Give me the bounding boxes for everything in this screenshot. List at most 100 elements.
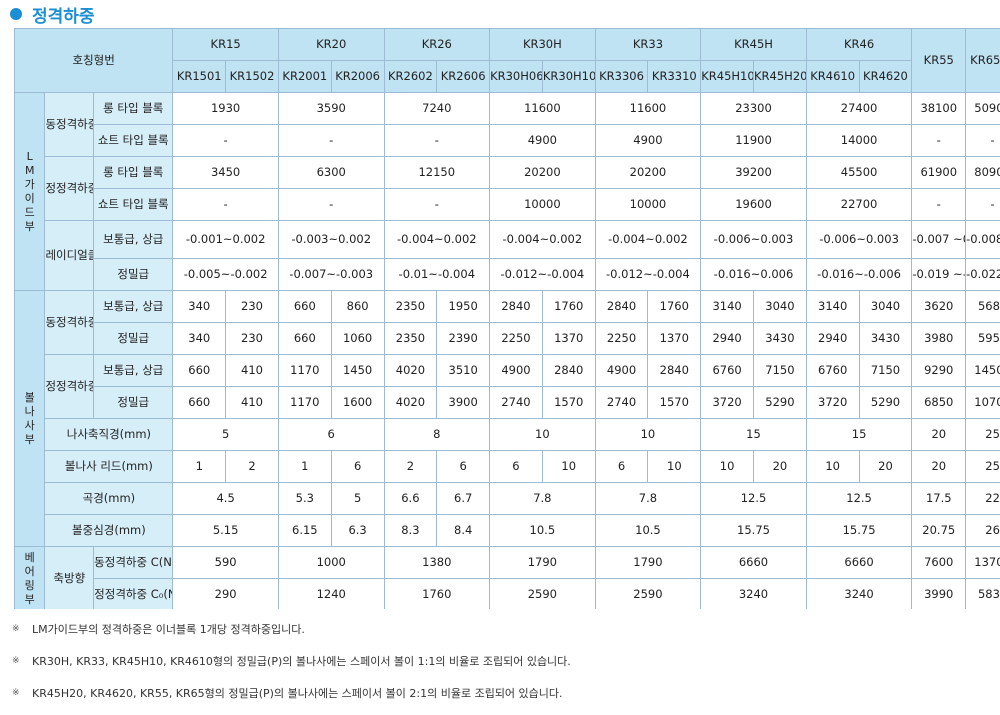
table-row: 정정격하중 C₀(N) 롱 타입 블록 3450 6300 12150 2020… xyxy=(15,156,1000,221)
row-sublabel: 보통급, 상급 xyxy=(93,220,174,259)
model-header: KR6550 xyxy=(965,28,1000,93)
cell: 2740 xyxy=(489,386,543,419)
cell: 20200 xyxy=(489,156,596,189)
cell: 5 xyxy=(172,418,279,451)
cell: 45500 xyxy=(805,156,913,189)
cell: 20200 xyxy=(594,156,702,189)
cell: 1 xyxy=(277,450,332,483)
cell: 11600 xyxy=(594,92,702,125)
cell: 3450 xyxy=(172,156,279,189)
table-row: 베어링부 축방향 동정격하중 C(N) 590 1000 1380 1790 1… xyxy=(14,546,1000,609)
cell: 3140 xyxy=(805,290,860,323)
cell: 15.75 xyxy=(700,514,807,547)
cell: -0.004~0.002 xyxy=(383,220,491,259)
cell: 10 xyxy=(489,418,596,451)
cell: 3720 xyxy=(700,386,754,419)
cell: 1370 xyxy=(541,322,596,355)
cell: 20 xyxy=(911,418,967,451)
cell: 2940 xyxy=(805,322,860,355)
cell: 6760 xyxy=(700,354,754,387)
cell: - xyxy=(383,188,491,221)
table-row: 레이디얼클리어런스(mm) 보통급, 상급 -0.001~0.002 -0.00… xyxy=(15,220,1000,291)
row-sublabel: 정밀급 xyxy=(93,322,174,355)
model-header: KR46 xyxy=(805,28,913,61)
table-row: 쇼트 타입 블록 - - - 4900 4900 11900 14000 - - xyxy=(15,124,1000,157)
cell: 10000 xyxy=(489,188,596,221)
cell: 230 xyxy=(225,290,279,323)
table-row: 쇼트 타입 블록 - - - 10000 10000 19600 22700 -… xyxy=(15,188,1000,221)
cell: 7150 xyxy=(753,354,807,387)
row-sublabel: 정밀급 xyxy=(93,386,174,419)
cell: 3040 xyxy=(753,290,807,323)
cell: 20.75 xyxy=(911,514,967,547)
cell: 1760 xyxy=(541,290,596,323)
cell: 410 xyxy=(225,386,279,419)
table-row: 정밀급 660 410 1170 1600 4020 3900 2740 157… xyxy=(15,386,1000,419)
cell: 1 xyxy=(172,450,227,483)
cell: - xyxy=(965,188,1000,221)
cell: 5950 xyxy=(965,322,1000,355)
cell: 25 xyxy=(965,450,1000,483)
row-label: 나사축직경(mm) xyxy=(44,418,174,451)
cell: 1790 xyxy=(489,546,596,579)
cell: 11900 xyxy=(700,124,807,157)
table-row: 볼나사부 동정격하중 C(N) 보통급, 상급 340 230 660 860 … xyxy=(14,290,1000,547)
cell: 1790 xyxy=(594,546,702,579)
row-sublabel: 보통급, 상급 xyxy=(93,290,174,323)
cell: -0.004~0.002 xyxy=(594,220,702,259)
cell: 1570 xyxy=(541,386,596,419)
table-row: 정밀급 -0.005~-0.002 -0.007~-0.003 -0.01~-0… xyxy=(15,258,1000,291)
cell: 3620 xyxy=(911,290,967,323)
model-header: KR45H xyxy=(700,28,807,61)
cell: 2840 xyxy=(647,354,702,387)
cell: 1380 xyxy=(383,546,491,579)
cell: 2 xyxy=(383,450,438,483)
cell: 4.5 xyxy=(172,482,279,515)
cell: 3590 xyxy=(277,92,385,125)
cell: 660 xyxy=(277,290,332,323)
section-label-bearing: 베어링부 xyxy=(14,546,46,609)
cell: 50900 xyxy=(965,92,1000,125)
note-icon: ※ xyxy=(12,624,20,634)
footnote: ※ KR30H, KR33, KR45H10, KR4610형의 정밀급(P)의… xyxy=(12,650,992,672)
cell: 2840 xyxy=(541,354,596,387)
cell: 3040 xyxy=(858,290,913,323)
cell: 1760 xyxy=(383,578,491,609)
cell: 3140 xyxy=(700,290,754,323)
cell: 10 xyxy=(541,450,596,483)
cell: 1060 xyxy=(330,322,385,355)
cell: 660 xyxy=(172,386,227,419)
cell: 1240 xyxy=(277,578,385,609)
row-sublabel: 정밀급 xyxy=(93,258,174,291)
cell: 340 xyxy=(172,322,227,355)
footnotes: ※ LM가이드부의 정격하중은 이너블록 1개당 정격하중입니다. ※ KR30… xyxy=(12,618,992,714)
row-label: 볼나사 리드(mm) xyxy=(44,450,174,483)
cell: 1600 xyxy=(330,386,385,419)
table-row: 볼중심경(mm) 5.15 6.15 6.3 8.3 8.4 10.5 10.5… xyxy=(15,514,1000,547)
cell: 5.3 xyxy=(277,482,332,515)
cell: -0.006~0.003 xyxy=(700,220,807,259)
cell: 2740 xyxy=(594,386,649,419)
cell: 22 xyxy=(965,482,1000,515)
row-sublabel: 쇼트 타입 블록 xyxy=(93,188,174,221)
cell: 4900 xyxy=(594,124,702,157)
cell: -0.006~0.003 xyxy=(805,220,913,259)
cell: 3990 xyxy=(911,578,967,609)
table-row: 볼나사 리드(mm) 1 2 1 6 2 6 6 10 6 10 10 20 1… xyxy=(15,450,1000,483)
section-label-lm: LM가이드부 xyxy=(14,92,46,291)
cell: 38100 xyxy=(911,92,967,125)
submodel-header: KR1501 xyxy=(172,60,227,93)
submodel-header: KR3306 xyxy=(594,60,649,93)
cell: 3900 xyxy=(436,386,491,419)
page-title: 정격하중 xyxy=(32,6,95,27)
cell: -0.022 ~0.008 xyxy=(965,258,1000,291)
submodel-header: KR2006 xyxy=(330,60,385,93)
cell: 10 xyxy=(805,450,860,483)
cell: 3430 xyxy=(753,322,807,355)
footnote-text: KR45H20, KR4620, KR55, KR65형의 정밀급(P)의 볼나… xyxy=(32,687,563,700)
cell: 230 xyxy=(225,322,279,355)
table-row: 정밀급 340 230 660 1060 2350 2390 2250 1370… xyxy=(15,322,1000,355)
cell: -0.016~-0.006 xyxy=(805,258,913,291)
cell: 6 xyxy=(436,450,491,483)
cell: 39200 xyxy=(700,156,807,189)
